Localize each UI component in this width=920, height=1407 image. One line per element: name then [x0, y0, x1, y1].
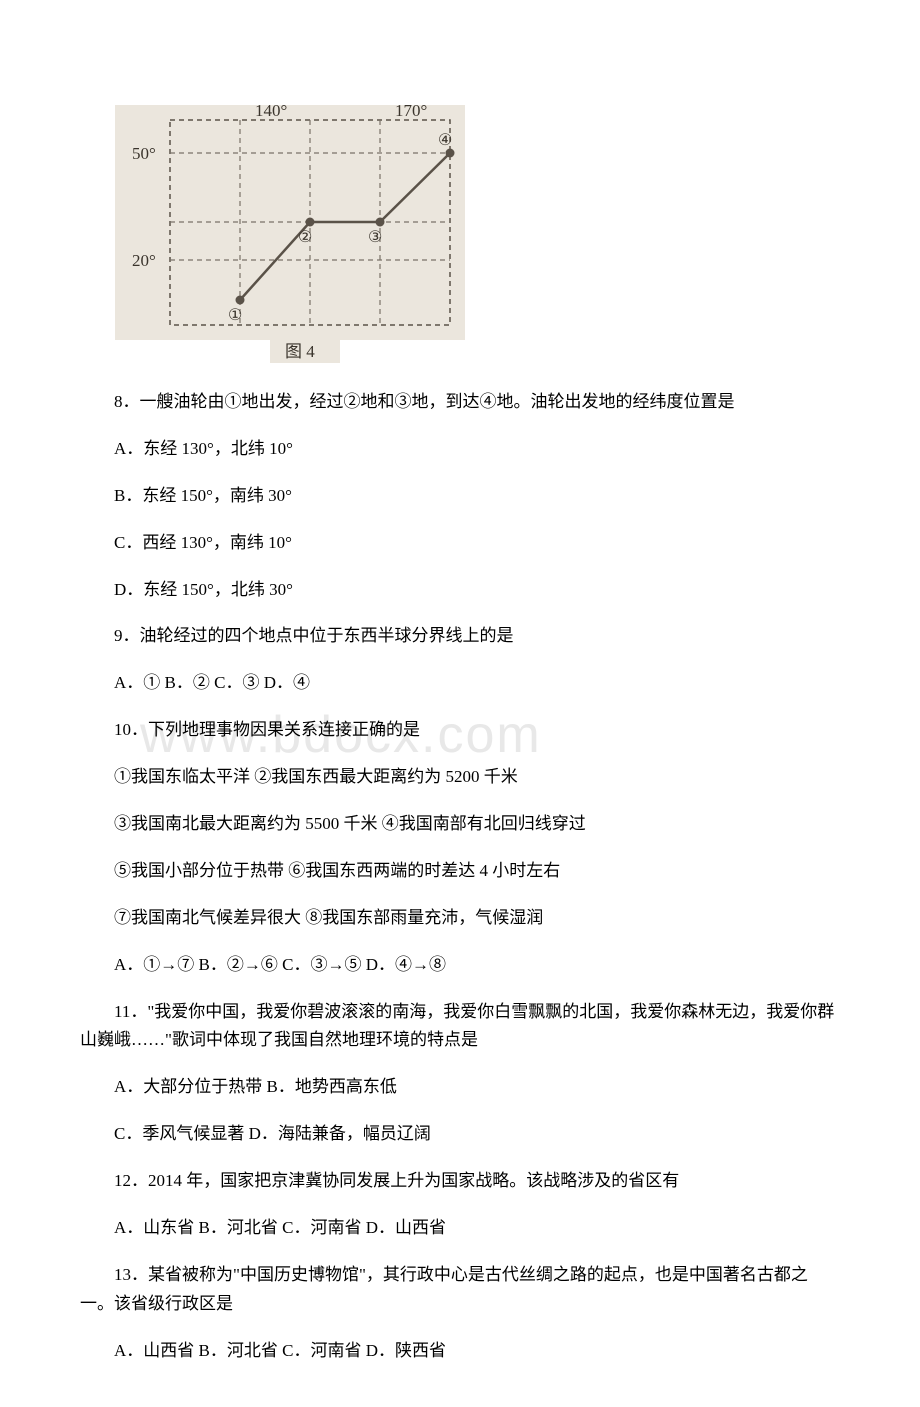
- q10-l4: ⑦我国南北气候差异很大 ⑧我国东部雨量充沛，气候湿润: [80, 904, 840, 933]
- q8-opt-c: C．西经 130°，南纬 10°: [80, 529, 840, 558]
- q10-l1: ①我国东临太平洋 ②我国东西最大距离约为 5200 千米: [80, 763, 840, 792]
- axis-label-140: 140°: [255, 105, 287, 120]
- q8-opt-d: D．东经 150°，北纬 30°: [80, 576, 840, 605]
- q10-opts: A．①→⑦ B．②→⑥ C．③→⑤ D．④→⑧: [80, 951, 840, 980]
- axis-label-50: 50°: [132, 144, 156, 163]
- point-2-label: ②: [298, 229, 312, 246]
- q10-l3: ⑤我国小部分位于热带 ⑥我国东西两端的时差达 4 小时左右: [80, 857, 840, 886]
- point-3-label: ③: [368, 229, 382, 246]
- q8-stem: 8．一艘油轮由①地出发，经过②地和③地，到达④地。油轮出发地的经纬度位置是: [80, 388, 840, 417]
- figure-svg: 140° 170° 50° 20° ① ② ③ ④ 图 4: [115, 105, 465, 365]
- point-4-label: ④: [438, 132, 452, 149]
- q11-l1: A．大部分位于热带 B．地势西高东低: [80, 1073, 840, 1102]
- q8-opt-a: A．东经 130°，北纬 10°: [80, 435, 840, 464]
- q11-l2: C．季风气候显著 D．海陆兼备，幅员辽阔: [80, 1120, 840, 1149]
- figure-caption: 图 4: [285, 342, 315, 361]
- q12-stem: 12．2014 年，国家把京津冀协同发展上升为国家战略。该战略涉及的省区有: [80, 1167, 840, 1196]
- q13-opts: A．山西省 B．河北省 C．河南省 D．陕西省: [80, 1337, 840, 1366]
- q9-stem: 9．油轮经过的四个地点中位于东西半球分界线上的是: [80, 622, 840, 651]
- q12-opts: A．山东省 B．河北省 C．河南省 D．山西省: [80, 1214, 840, 1243]
- figure-4: 140° 170° 50° 20° ① ② ③ ④ 图 4: [115, 105, 465, 370]
- q13-stem: 13．某省被称为"中国历史博物馆"，其行政中心是古代丝绸之路的起点，也是中国著名…: [80, 1261, 840, 1319]
- question-content: 8．一艘油轮由①地出发，经过②地和③地，到达④地。油轮出发地的经纬度位置是 A．…: [0, 388, 920, 1406]
- axis-label-170: 170°: [395, 105, 427, 120]
- q10-l2: ③我国南北最大距离约为 5500 千米 ④我国南部有北回归线穿过: [80, 810, 840, 839]
- q8-opt-b: B．东经 150°，南纬 30°: [80, 482, 840, 511]
- axis-label-20: 20°: [132, 251, 156, 270]
- q11-stem: 11．"我爱你中国，我爱你碧波滚滚的南海，我爱你白雪飘飘的北国，我爱你森林无边，…: [80, 998, 840, 1056]
- q9-opts: A．① B．② C．③ D．④: [80, 669, 840, 698]
- q10-stem: 10．下列地理事物因果关系连接正确的是: [80, 716, 840, 745]
- point-1-label: ①: [228, 307, 242, 324]
